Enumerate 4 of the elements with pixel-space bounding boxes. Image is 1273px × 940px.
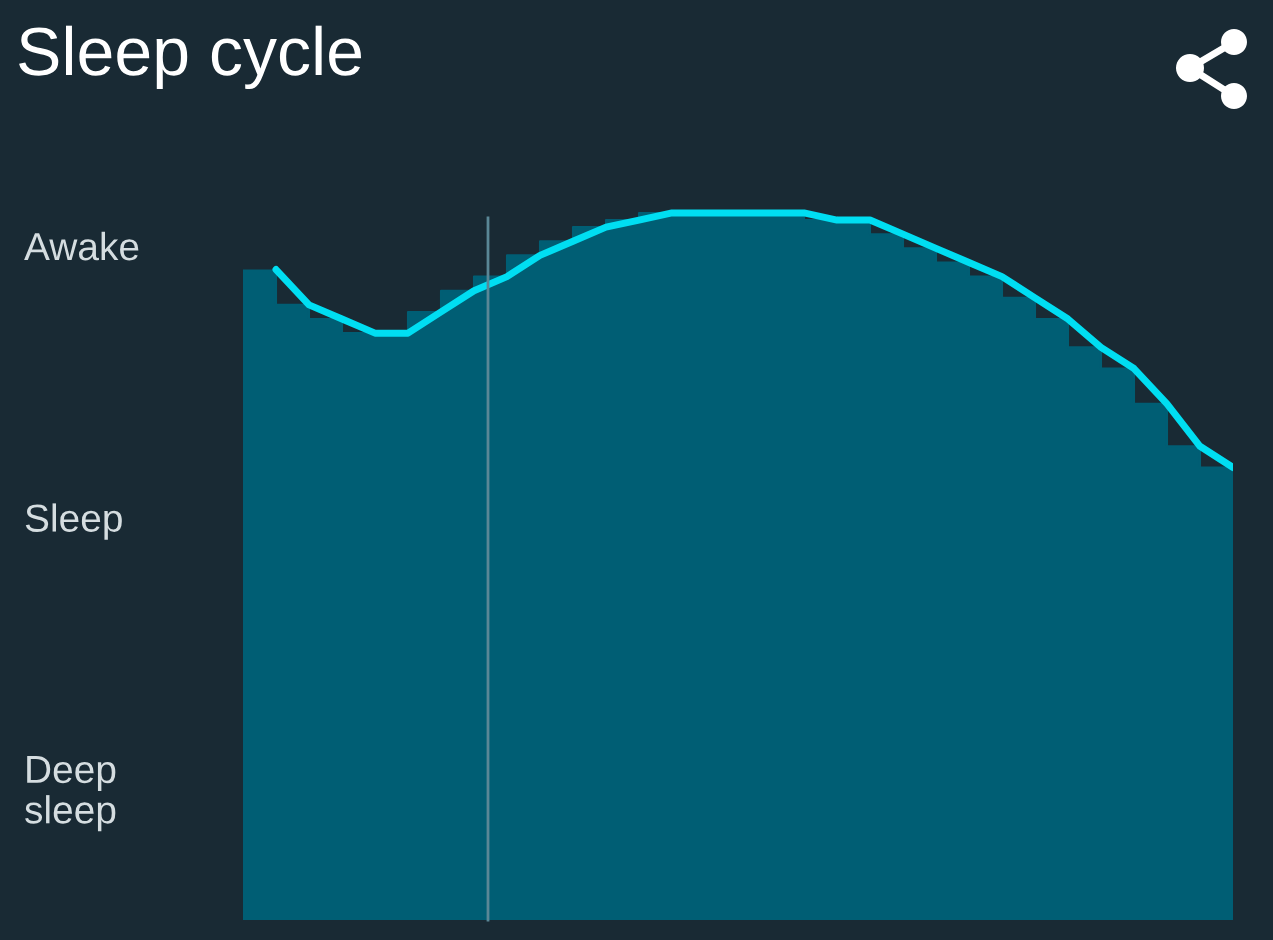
text: Deep sleep <box>25 756 116 832</box>
text: Sleep <box>25 503 122 540</box>
chart-title: Sleep cycle <box>19 25 361 90</box>
text: Awake <box>24 231 139 261</box>
